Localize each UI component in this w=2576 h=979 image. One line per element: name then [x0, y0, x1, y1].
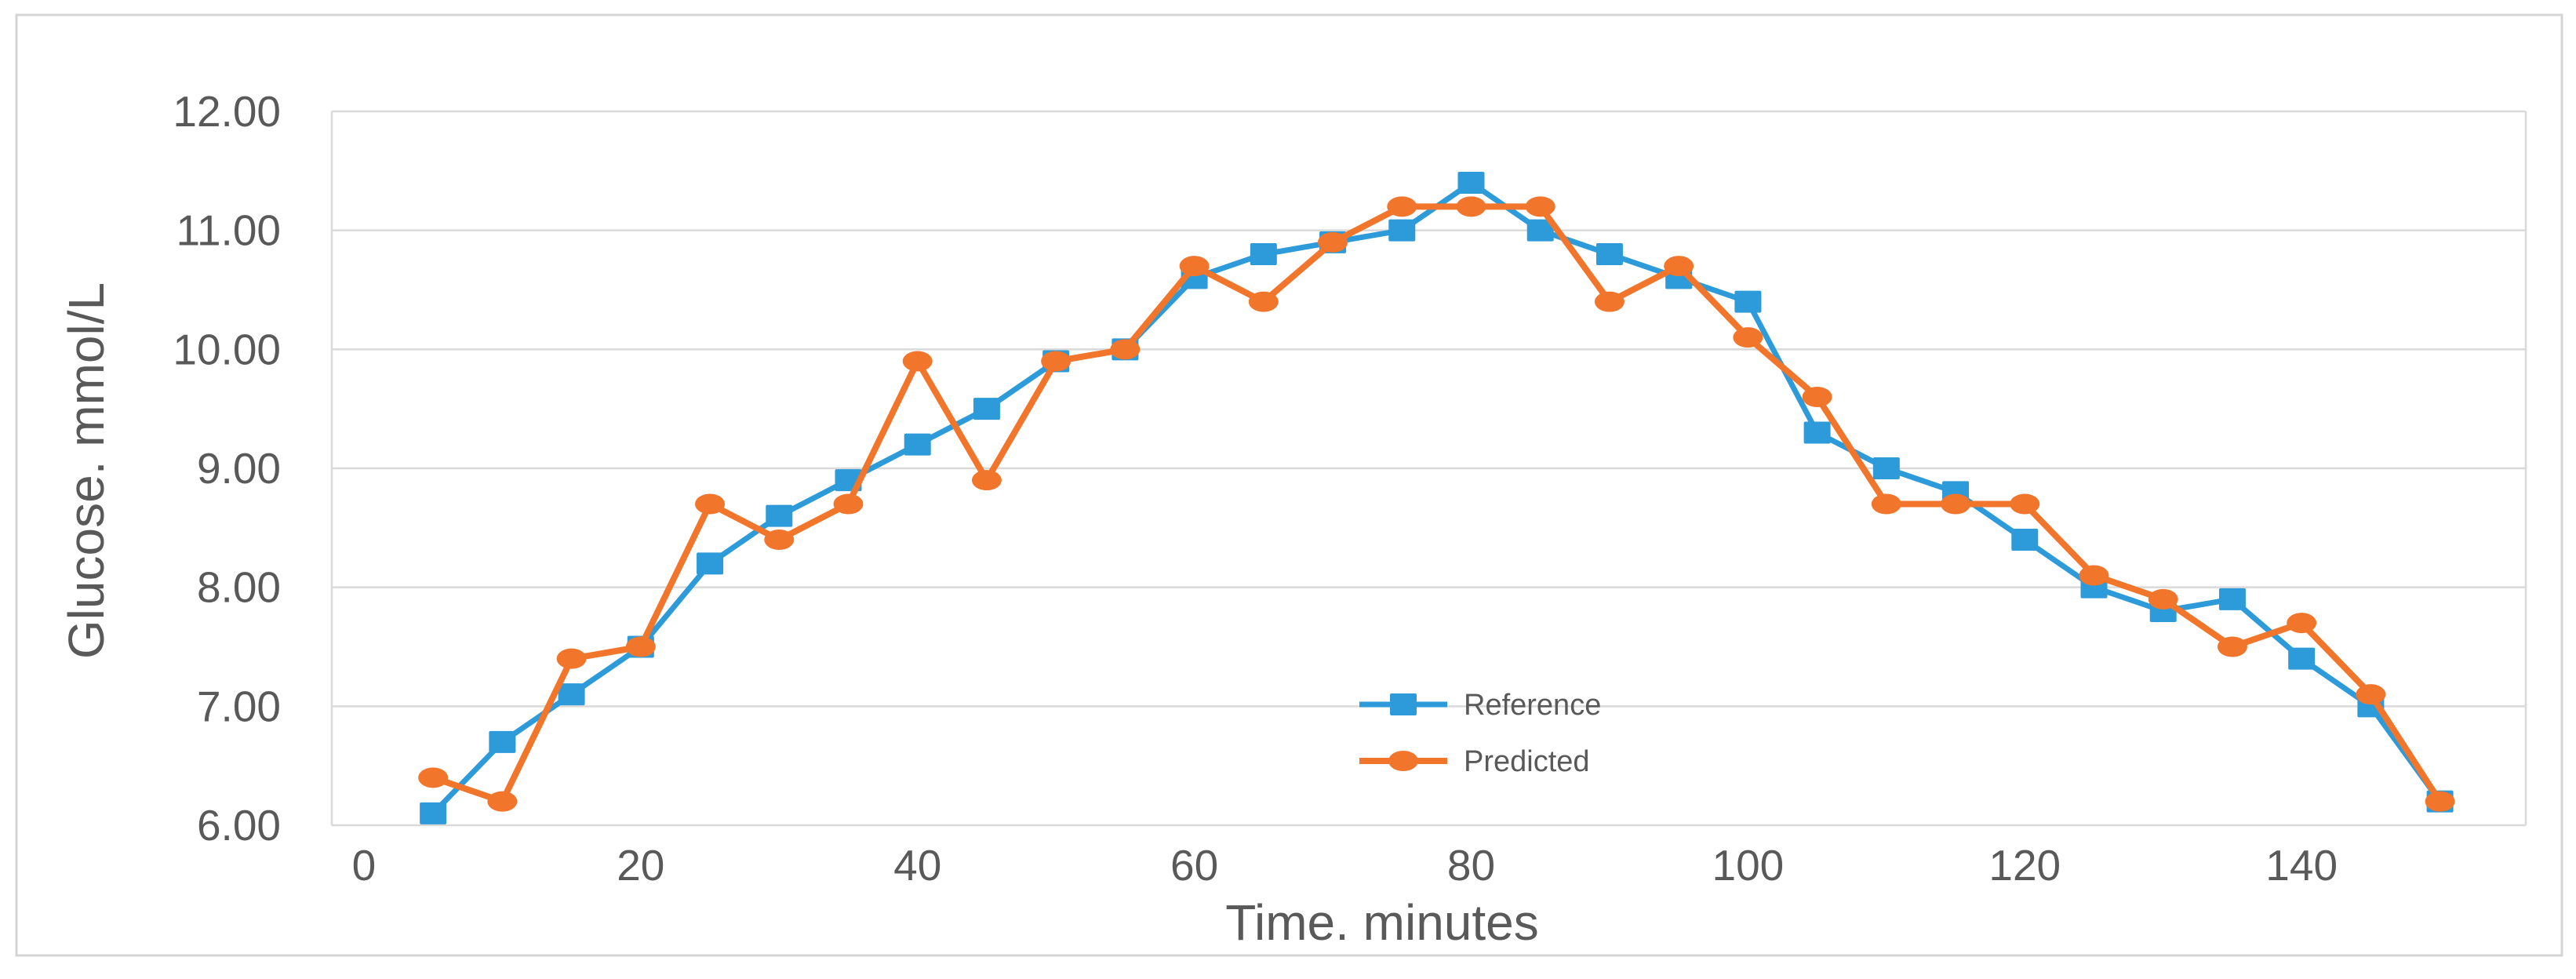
series-reference-marker: [1250, 243, 1277, 265]
series-reference-marker: [697, 552, 724, 575]
series-reference-marker: [420, 802, 447, 824]
series-predicted-marker: [2079, 565, 2109, 586]
y-tick-label-9.00: 9.00: [197, 444, 281, 493]
series-reference-marker: [1526, 219, 1554, 242]
y-tick-label-6.00: 6.00: [197, 801, 281, 850]
gridlines: [330, 110, 2527, 827]
series-predicted-marker: [556, 648, 587, 669]
series-predicted-marker: [1179, 256, 1210, 277]
legend-item-reference: Reference: [1359, 689, 1601, 722]
series-predicted-marker: [2356, 684, 2386, 705]
series-predicted-line: [430, 203, 2443, 805]
legend-marker-predicted: [1388, 751, 1418, 771]
y-axis-title: Glucose. mmol/L: [58, 282, 115, 659]
series-predicted-marker: [1941, 493, 1971, 515]
series-predicted-marker: [2217, 636, 2247, 657]
y-tick-label-12.00: 12.00: [173, 87, 281, 136]
series-predicted-marker: [764, 530, 795, 550]
series-reference-marker: [1388, 219, 1416, 242]
figure-border: [15, 13, 2563, 957]
series-predicted-marker: [1871, 493, 1901, 515]
legend-label-reference: Reference: [1464, 689, 1601, 722]
series-predicted-marker: [2287, 613, 2317, 634]
series-predicted: [418, 196, 2455, 812]
series-predicted-marker: [487, 791, 518, 812]
x-tick-label-100: 100: [1712, 841, 1784, 890]
series-predicted-marker: [1733, 327, 1763, 348]
series-predicted-marker: [1802, 387, 1832, 407]
x-tick-label-20: 20: [617, 841, 664, 890]
series-predicted-marker: [1318, 231, 1348, 253]
series-predicted-marker: [1456, 196, 1486, 217]
x-axis-title: Time. minutes: [1225, 894, 1539, 951]
series-reference-marker: [1803, 421, 1831, 444]
series-predicted-marker: [1248, 291, 1279, 312]
series-predicted-marker: [1525, 196, 1555, 217]
series-predicted-marker: [902, 351, 933, 372]
series-reference-marker: [904, 433, 931, 456]
series-predicted-marker: [971, 470, 1002, 491]
y-tick-label-10.00: 10.00: [173, 325, 281, 373]
x-tick-label-140: 140: [2265, 841, 2338, 890]
series-predicted-marker: [1387, 196, 1417, 217]
legend-marker-reference: [1390, 693, 1417, 715]
series-reference-marker: [1734, 290, 1762, 313]
series-reference-marker: [2288, 647, 2316, 670]
series-predicted-marker: [625, 636, 656, 657]
series-reference-marker: [2218, 588, 2246, 610]
y-tick-label-8.00: 8.00: [197, 563, 281, 612]
series-lines: [418, 172, 2455, 824]
legend: Reference Predicted: [1359, 689, 1601, 778]
series-reference-marker: [1595, 243, 1623, 265]
legend-label-predicted: Predicted: [1464, 745, 1590, 778]
series-predicted-marker: [1594, 291, 1625, 312]
series-predicted-marker: [2425, 791, 2455, 812]
series-predicted-marker: [695, 493, 726, 515]
legend-item-predicted: Predicted: [1359, 745, 1590, 778]
x-tick-label-80: 80: [1447, 841, 1495, 890]
y-tick-label-11.00: 11.00: [176, 206, 281, 255]
y-tick-label-7.00: 7.00: [197, 682, 281, 730]
x-tick-label-40: 40: [893, 841, 941, 890]
series-predicted-marker: [2010, 493, 2040, 515]
y-axis-tick-labels: 6.00 7.00 8.00 9.00 10.00 11.00 12.00: [173, 87, 281, 850]
series-reference-marker: [489, 730, 516, 753]
series-predicted-marker: [2148, 588, 2178, 610]
series-predicted-marker: [833, 493, 864, 515]
x-axis-tick-labels: 0 20 40 60 80 100 120 140: [352, 841, 2338, 890]
series-reference: [420, 172, 2454, 824]
series-reference-marker: [973, 398, 1000, 420]
series-reference-marker: [766, 504, 793, 527]
series-predicted-marker: [1110, 339, 1141, 360]
series-reference-marker: [2011, 529, 2039, 551]
x-tick-label-60: 60: [1170, 841, 1218, 890]
series-predicted-marker: [1664, 256, 1694, 277]
series-reference-marker: [1457, 172, 1485, 194]
x-tick-label-120: 120: [1988, 841, 2061, 890]
series-predicted-marker: [418, 767, 449, 788]
series-reference-marker: [558, 683, 585, 706]
series-predicted-marker: [1041, 351, 1072, 372]
series-reference-line: [430, 180, 2443, 817]
x-tick-label-0: 0: [352, 841, 377, 890]
series-reference-marker: [1872, 457, 1900, 479]
